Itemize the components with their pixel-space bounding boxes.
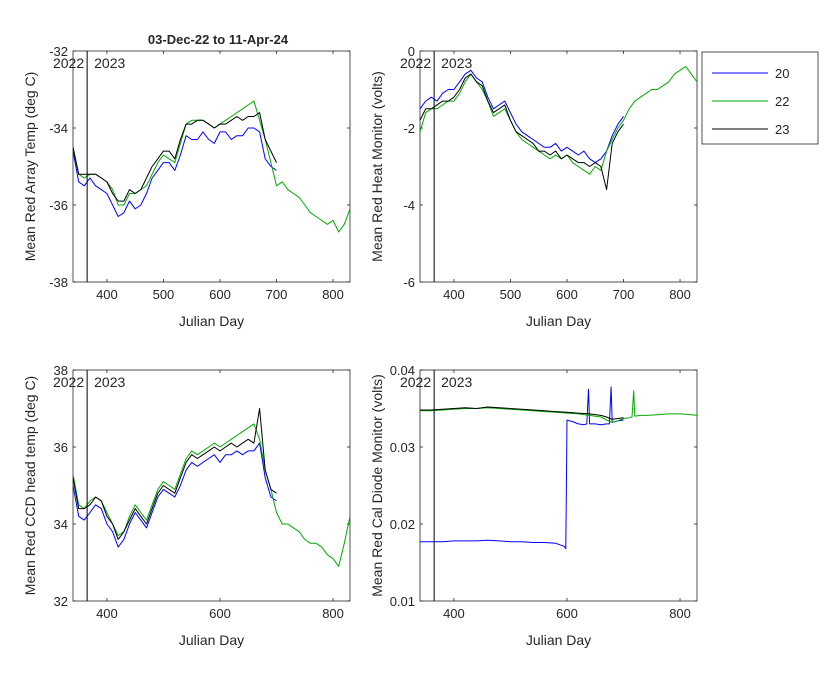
- x-tick-label: 700: [613, 287, 635, 302]
- year-label-2022: 2022: [400, 55, 431, 71]
- year-label-2023: 2023: [94, 374, 125, 390]
- x-tick-label: 600: [209, 606, 231, 621]
- series-line-22: [73, 423, 350, 567]
- panel-cal-diode-monitor: 400 600 800 0.01 0.02 0.03 0.04 Julian Day Mean …: [369, 363, 698, 648]
- y-tick-label: 36: [54, 440, 68, 455]
- y-tick-label: 0.02: [390, 517, 415, 532]
- y-tick-label: 38: [54, 363, 68, 378]
- chart-title: 03-Dec-22 to 11-Apr-24: [148, 32, 289, 47]
- x-axis-label: Julian Day: [526, 313, 591, 329]
- year-label-2022: 2022: [53, 374, 84, 390]
- x-tick-label: 800: [669, 606, 691, 621]
- y-tick-label: 0.03: [390, 440, 415, 455]
- panel-heat-monitor: 400 500 600 700 800 -6 -4 -2 0 Julian Day Mean Red…: [369, 44, 698, 329]
- y-tick-label: -34: [49, 121, 68, 136]
- x-tick-label: 400: [443, 287, 465, 302]
- x-tick-label: 400: [96, 287, 118, 302]
- legend-label-22: 22: [775, 94, 789, 109]
- x-tick-label: 600: [556, 606, 578, 621]
- y-tick-label: 0: [408, 44, 415, 59]
- y-axis-label: Mean Red Array Temp (deg C): [22, 72, 38, 262]
- y-tick-label: -6: [403, 275, 415, 290]
- series-line-23: [73, 112, 277, 202]
- year-label-2023: 2023: [441, 374, 472, 390]
- series-line-23: [420, 406, 624, 420]
- y-axis-label: Mean Red CCD head temp (deg C): [22, 376, 38, 595]
- series-line-20: [420, 69, 624, 164]
- x-tick-label: 600: [209, 287, 231, 302]
- year-label-2023: 2023: [441, 55, 472, 71]
- x-tick-label: 600: [556, 287, 578, 302]
- panel-ccd-head-temp: 400 600 800 32 34 36 38 Julian Day Mean Red CCD …: [22, 363, 351, 648]
- series-line-20: [73, 442, 277, 548]
- x-axis-label: Julian Day: [179, 632, 244, 648]
- axes-box: [72, 50, 351, 283]
- x-tick-label: 700: [266, 287, 288, 302]
- y-tick-label: -32: [49, 44, 68, 59]
- axes-box: [419, 50, 698, 283]
- series-group: [420, 65, 697, 191]
- series-group: [73, 100, 350, 233]
- y-tick-label: 32: [54, 594, 68, 609]
- legend: 20 22 23: [701, 51, 819, 145]
- x-tick-label: 800: [322, 606, 344, 621]
- series-line-23: [420, 73, 624, 191]
- y-tick-label: -2: [403, 121, 415, 136]
- year-label-2022: 2022: [53, 55, 84, 71]
- y-tick-label: -4: [403, 198, 415, 213]
- x-tick-label: 500: [153, 287, 175, 302]
- series-line-20: [73, 127, 277, 217]
- series-line-20: [420, 386, 624, 550]
- y-axis-label: Mean Red Heat Monitor (volts): [369, 71, 385, 262]
- series-group: [73, 408, 350, 567]
- series-line-22: [420, 65, 697, 175]
- x-tick-label: 400: [443, 606, 465, 621]
- y-tick-label: 0.04: [390, 363, 415, 378]
- x-tick-label: 400: [96, 606, 118, 621]
- year-label-2022: 2022: [400, 374, 431, 390]
- y-axis-label: Mean Red Cal Diode Monitor (volts): [369, 374, 385, 597]
- y-tick-label: 0.01: [390, 594, 415, 609]
- y-tick-label: 34: [54, 517, 68, 532]
- x-axis-label: Julian Day: [179, 313, 244, 329]
- y-tick-label: -36: [49, 198, 68, 213]
- axes-box: [72, 369, 351, 602]
- series-group: [420, 386, 697, 550]
- x-tick-label: 800: [322, 287, 344, 302]
- legend-label-20: 20: [775, 66, 789, 81]
- x-tick-label: 500: [500, 287, 522, 302]
- axes-box: [419, 369, 698, 602]
- legend-box: [701, 51, 819, 145]
- y-tick-label: -38: [49, 275, 68, 290]
- legend-label-23: 23: [775, 122, 789, 137]
- panel-array-temp: 400 500 600 700 800 -38 -36 -34 -32 Julian Day Mea…: [22, 44, 351, 329]
- x-tick-label: 800: [669, 287, 691, 302]
- x-axis-label: Julian Day: [526, 632, 591, 648]
- year-label-2023: 2023: [94, 55, 125, 71]
- series-line-23: [73, 408, 277, 540]
